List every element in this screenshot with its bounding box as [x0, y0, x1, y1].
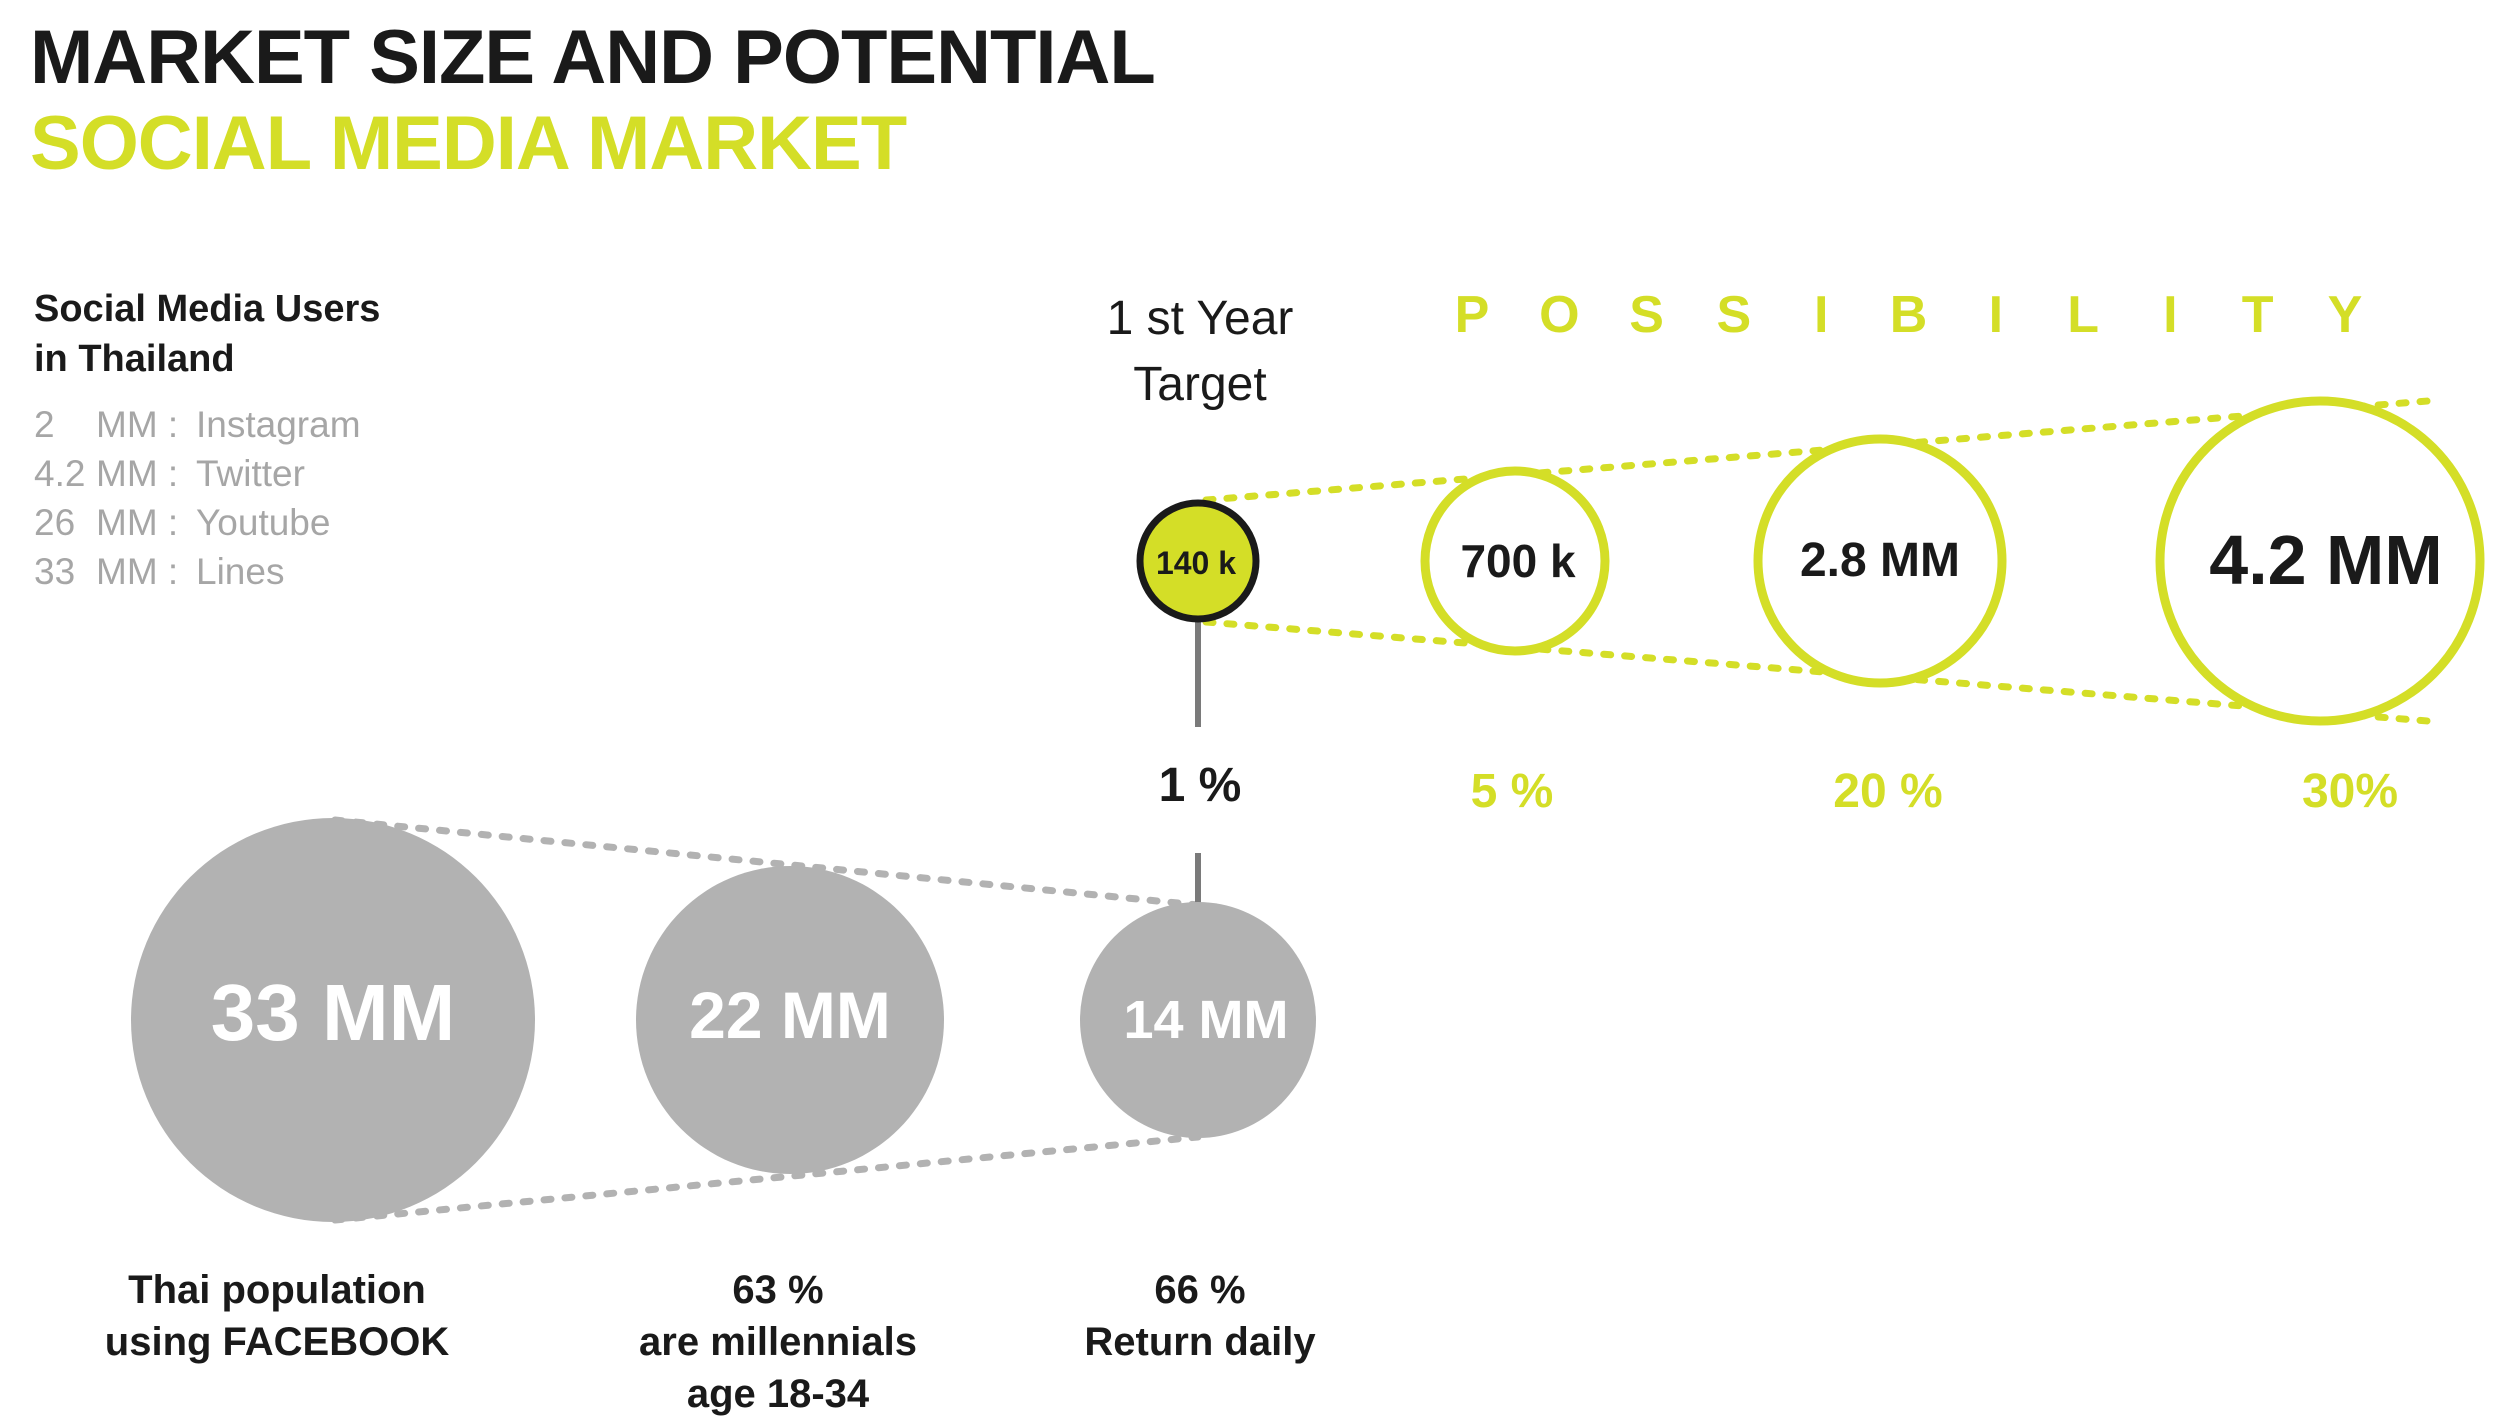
social-users-item: 26 MM : Youtube — [34, 498, 361, 547]
social-users-heading: Social Media Users in Thailand — [34, 284, 380, 384]
target-label-line2: Target — [1133, 358, 1267, 411]
social-users-value: 4.2 — [34, 453, 86, 494]
possibility-letter: I — [1813, 286, 1829, 344]
caption-line: age 18-34 — [686, 1372, 870, 1416]
possibility-circle-20 — [1753, 434, 2007, 688]
possibility-letter: I — [2163, 286, 2178, 344]
possibility-letter: Y — [2327, 286, 2363, 344]
social-users-list: 2 MM : Instagram 4.2 MM : Twitter 26 MM … — [34, 400, 361, 596]
possibility-letter: S — [1629, 286, 1664, 344]
possibility-circle-30 — [2155, 396, 2485, 726]
caption-line: Thai population — [128, 1268, 426, 1312]
possibility-percent-20: 20 % — [1833, 765, 1943, 818]
social-users-value: 2 — [34, 404, 55, 445]
possibility-value-5: 700 k — [1460, 535, 1576, 587]
facebook-funnel-bottom-line — [331, 1133, 1202, 1224]
caption-line: Return daily — [1084, 1320, 1316, 1364]
possibility-value-20: 2.8 MM — [1800, 534, 1960, 587]
caption-line: using FACEBOOK — [104, 1320, 450, 1364]
target-label-line1: 1 st Year — [1106, 292, 1294, 345]
millennials-value: 22 MM — [689, 978, 891, 1052]
possibility-letter: T — [2241, 286, 2274, 344]
millennials-caption: 63 % are millennials age 18-34 — [639, 1264, 917, 1420]
caption-line: 63 % — [732, 1268, 824, 1312]
facebook-users-circle — [131, 818, 535, 1222]
possibility-percent-30: 30% — [2301, 765, 2399, 818]
daily-return-caption: 66 % Return daily — [1084, 1264, 1315, 1368]
social-users-item: 2 MM : Instagram — [34, 400, 361, 449]
social-users-heading-line1: Social Media Users — [34, 288, 381, 330]
millennials-circle — [636, 866, 944, 1174]
target-circle — [1136, 499, 1260, 623]
social-users-value: 26 — [34, 502, 76, 543]
facebook-users-caption: Thai population using FACEBOOK — [105, 1264, 449, 1368]
possibility-letter: L — [2067, 286, 2099, 344]
social-users-heading-line2: in Thailand — [34, 338, 235, 380]
social-users-platform: Youtube — [196, 502, 331, 543]
social-users-item: 4.2 MM : Twitter — [34, 449, 361, 498]
possibility-letter: P — [1454, 286, 1490, 344]
possibility-letter: O — [1539, 286, 1580, 344]
social-users-platform: Instagram — [196, 404, 361, 445]
possibility-letter: S — [1716, 286, 1752, 344]
social-users-item: 33 MM : Lines — [34, 547, 361, 596]
facebook-users-value: 33 MM — [211, 968, 456, 1057]
caption-line: are millennials — [639, 1320, 917, 1364]
possibility-letter: B — [1889, 286, 1928, 344]
caption-line: 66 % — [1154, 1268, 1246, 1312]
daily-return-value: 14 MM — [1123, 990, 1288, 1050]
facebook-funnel-top-line — [331, 816, 1202, 909]
social-users-unit: MM : — [96, 502, 179, 543]
social-users-platform: Twitter — [196, 453, 305, 494]
target-value: 140 k — [1156, 545, 1236, 581]
possibility-percent-5: 5 % — [1470, 765, 1554, 818]
possibility-letter: I — [1988, 286, 2004, 344]
social-users-unit: MM : — [96, 404, 179, 445]
possibility-value-30: 4.2 MM — [2209, 521, 2442, 599]
page-subtitle: SOCIAL MEDIA MARKET — [30, 101, 907, 186]
social-users-unit: MM : — [96, 551, 179, 592]
target-label: 1 st Year Target — [1000, 286, 1400, 418]
possibility-circle-5 — [1420, 466, 1610, 656]
social-users-value: 33 — [34, 551, 76, 592]
social-users-unit: MM : — [96, 453, 179, 494]
daily-return-circle — [1080, 902, 1316, 1138]
target-percent: 1 % — [1158, 759, 1242, 812]
page-title: MARKET SIZE AND POTENTIAL — [30, 15, 1156, 100]
social-users-platform: Lines — [196, 551, 285, 592]
